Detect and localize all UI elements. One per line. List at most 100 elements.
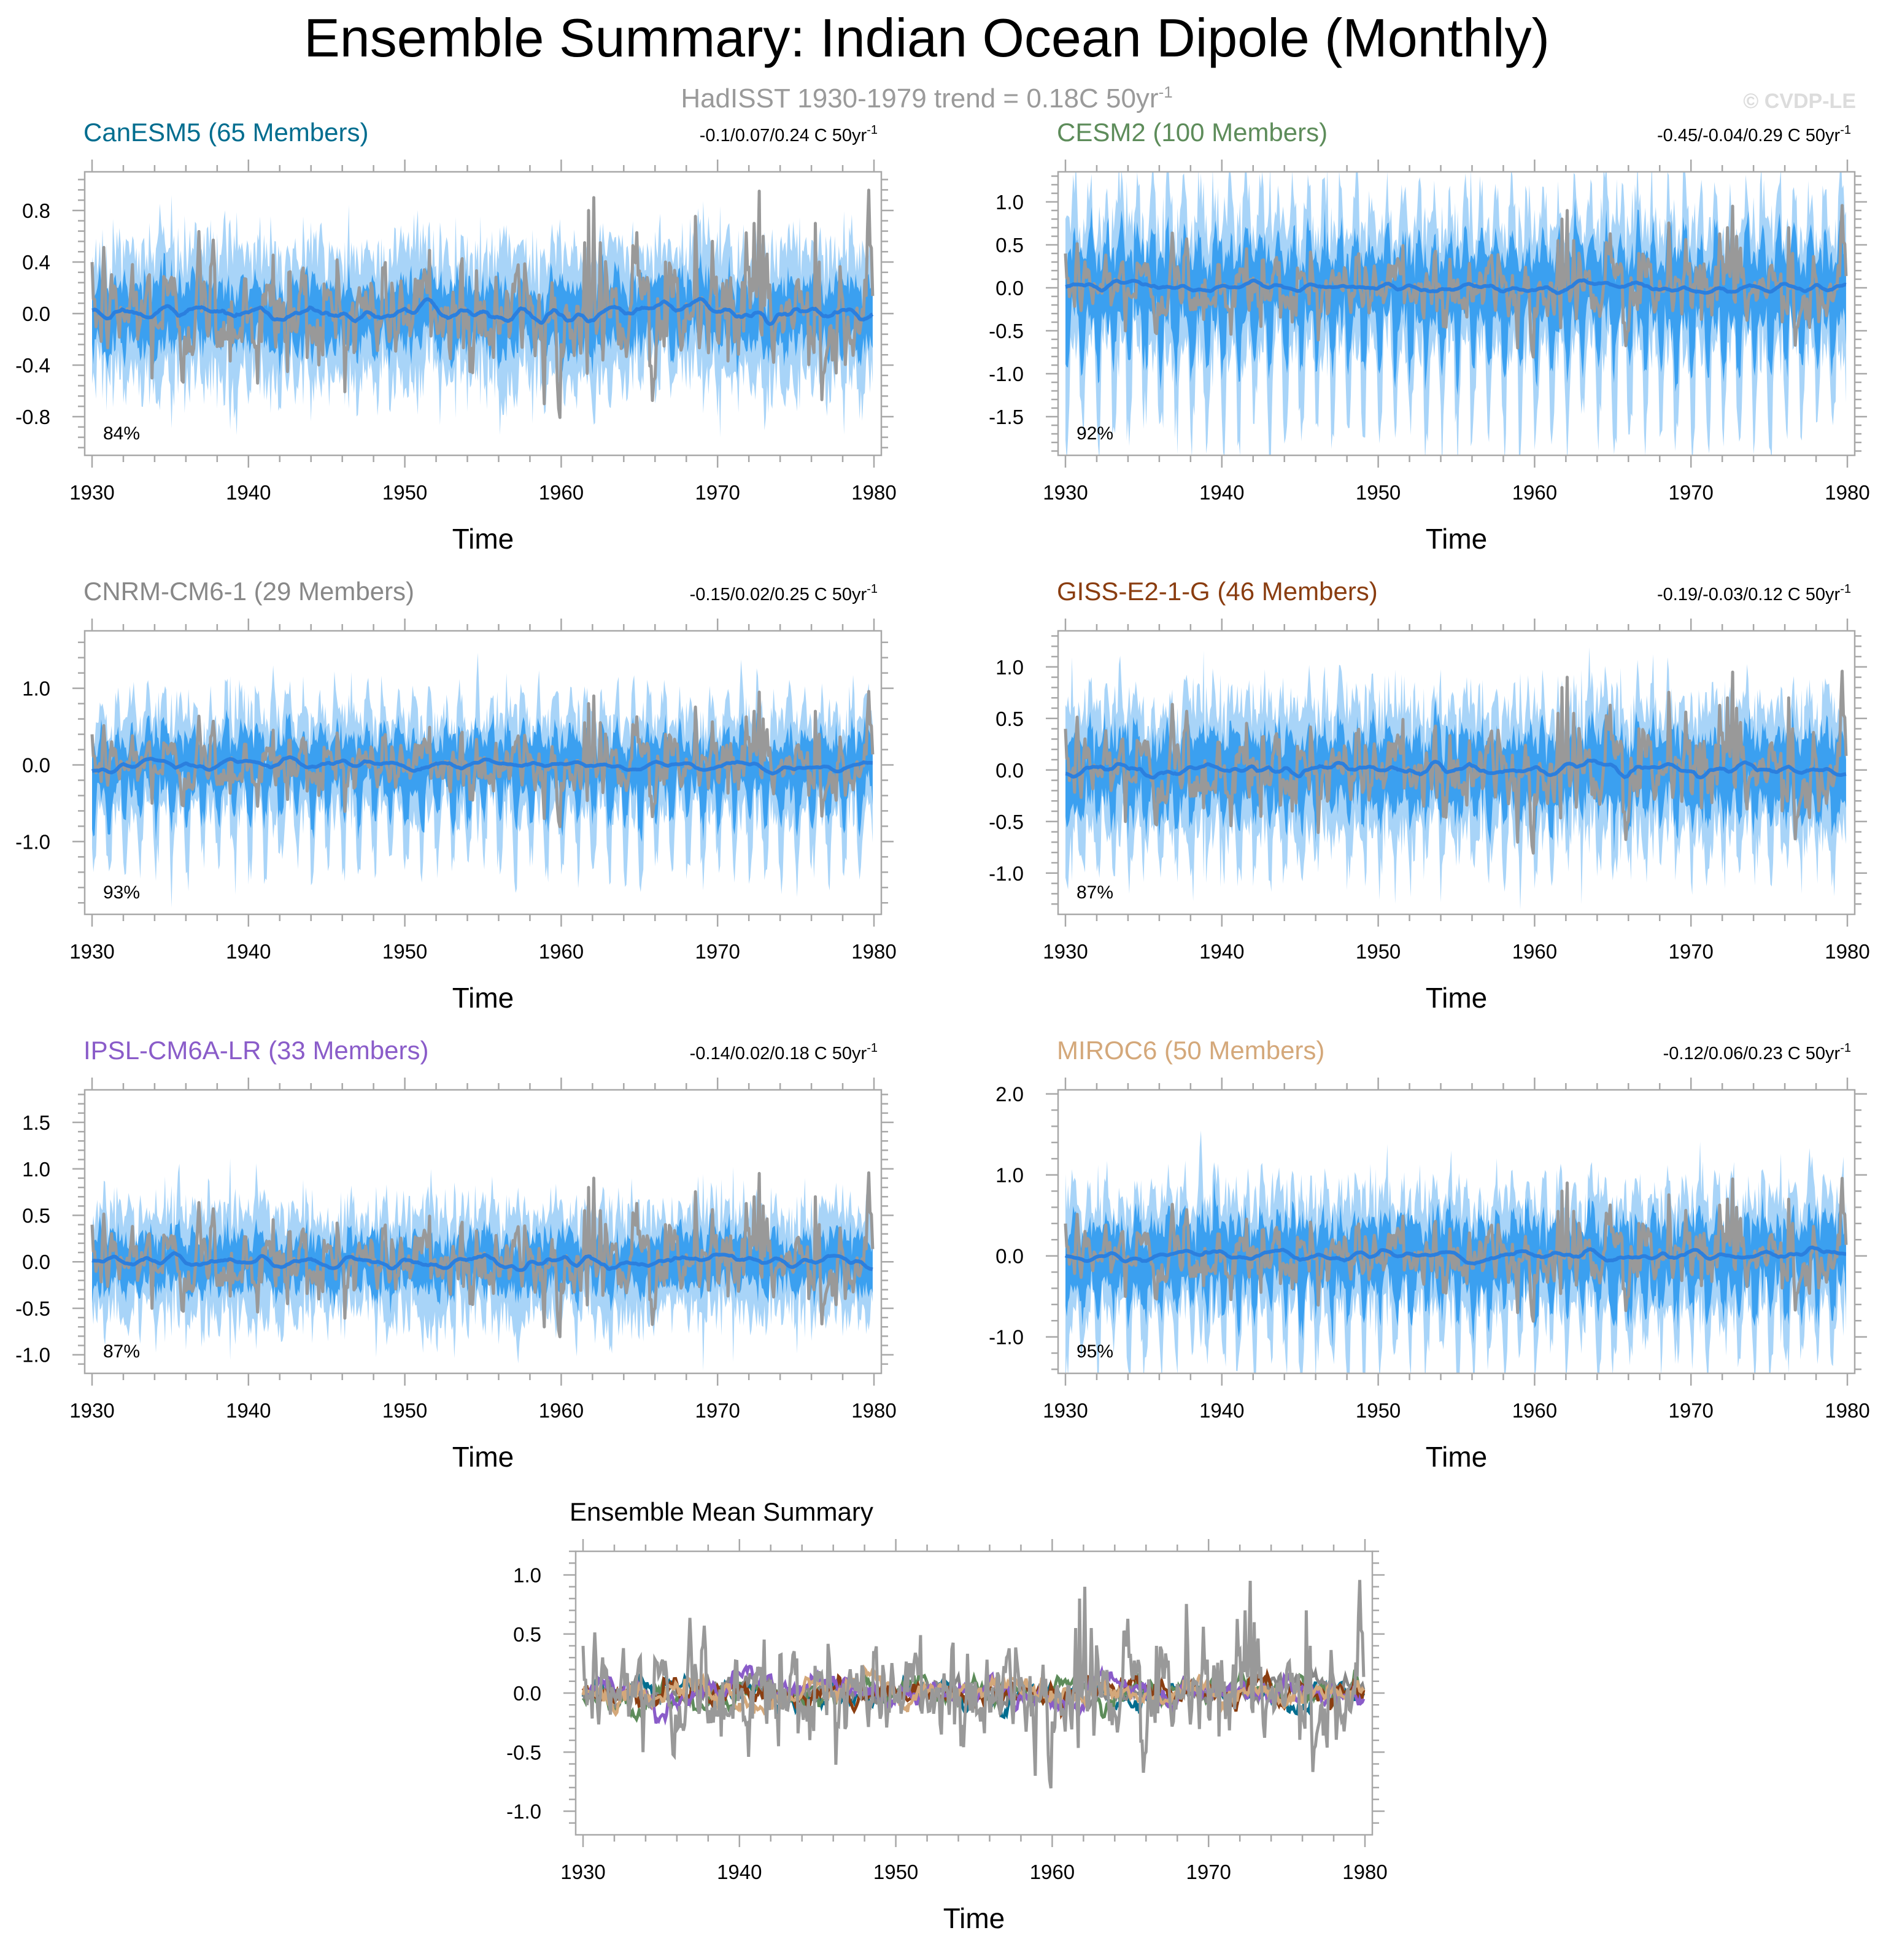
observations-line bbox=[1064, 1176, 1848, 1323]
y-tick-label: 0.0 bbox=[22, 303, 50, 325]
y-tick-label: -1.0 bbox=[989, 363, 1024, 385]
plot-frame bbox=[83, 1089, 883, 1375]
x-tick-label: 1930 bbox=[1043, 940, 1088, 963]
ensemble-mean-line bbox=[1064, 1245, 1846, 1266]
x-tick-label: 1940 bbox=[717, 1861, 762, 1883]
x-tick-label: 1940 bbox=[226, 1399, 271, 1422]
y-tick-label: -1.0 bbox=[989, 1326, 1024, 1349]
x-tick-label: 1930 bbox=[1043, 481, 1088, 504]
y-tick-label: -1.0 bbox=[506, 1800, 541, 1823]
x-tick-label: 1960 bbox=[1512, 1399, 1557, 1422]
plot-area bbox=[1064, 172, 1848, 455]
x-tick-label: 1960 bbox=[539, 481, 584, 504]
x-tick-label: 1960 bbox=[1030, 1861, 1075, 1883]
x-tick-label: 1970 bbox=[1668, 481, 1713, 504]
x-tick-label: 1960 bbox=[1512, 940, 1557, 963]
y-tick-label: 1.0 bbox=[995, 191, 1024, 214]
panel-miroc6: 1930 1940 1950 1960 1970 1980 Time 2.0 1.0 0.0 -1.… bbox=[989, 1036, 1870, 1473]
percent-label: 93% bbox=[103, 882, 140, 903]
panel-cnrm: 1930 1940 1950 1960 1970 1980 Time 1.0 0.0 -1.0 CN… bbox=[15, 577, 897, 1014]
watermark: © CVDP-LE bbox=[1743, 90, 1856, 113]
panel-title: CESM2 (100 Members) bbox=[1057, 118, 1328, 147]
x-tick-label: 1950 bbox=[1356, 940, 1401, 963]
y-tick-label: 0.5 bbox=[22, 1204, 50, 1227]
y-tick-label: -0.5 bbox=[989, 320, 1024, 342]
panel-cesm2: 1930 1940 1950 1960 1970 1980 Time 1.0 0.5 0.0 -0.… bbox=[989, 118, 1870, 555]
y-tick-label: 0.0 bbox=[513, 1682, 541, 1705]
y-tick-label: 1.5 bbox=[22, 1111, 50, 1134]
observations-line bbox=[1064, 204, 1848, 359]
y-tick-label: 0.0 bbox=[995, 1245, 1024, 1268]
y-tick-label: 0.4 bbox=[22, 251, 50, 274]
percent-label: 87% bbox=[1076, 882, 1113, 903]
panels: 1930 1940 1950 1960 1970 1980 Time 0.8 0.4 0.0 -0.… bbox=[15, 118, 1870, 1934]
x-axis-label: Time bbox=[1426, 1441, 1488, 1473]
x-tick-label: 1980 bbox=[1825, 1399, 1869, 1422]
trend-range-text: -0.19/-0.03/0.12 C 50yr-1 bbox=[1657, 582, 1851, 604]
percent-label: 84% bbox=[103, 423, 140, 444]
x-tick-label: 1970 bbox=[1668, 1399, 1713, 1422]
x-tick-label: 1970 bbox=[695, 1399, 740, 1422]
x-tick-label: 1930 bbox=[69, 940, 114, 963]
y-tick-label: -0.5 bbox=[989, 811, 1024, 833]
y-tick-label: -0.5 bbox=[15, 1297, 50, 1320]
x-tick-label: 1940 bbox=[226, 940, 271, 963]
observations-line bbox=[581, 1580, 1366, 1789]
x-tick-label: 1940 bbox=[1199, 940, 1244, 963]
y-tick-label: 0.5 bbox=[513, 1623, 541, 1646]
percent-label: 95% bbox=[1076, 1341, 1113, 1362]
x-tick-label: 1950 bbox=[382, 940, 427, 963]
panel-title: Ensemble Mean Summary bbox=[570, 1497, 873, 1526]
y-tick-label: 0.8 bbox=[22, 199, 50, 222]
panel-title: GISS-E2-1-G (46 Members) bbox=[1057, 577, 1378, 606]
plot-area bbox=[90, 188, 875, 438]
x-tick-label: 1940 bbox=[1199, 481, 1244, 504]
x-tick-label: 1980 bbox=[851, 481, 896, 504]
plot-area bbox=[581, 1580, 1366, 1789]
y-tick-label: 0.0 bbox=[995, 759, 1024, 782]
x-tick-label: 1970 bbox=[1668, 940, 1713, 963]
x-axis-label: Time bbox=[1426, 982, 1488, 1014]
x-tick-label: 1980 bbox=[851, 940, 896, 963]
panel-giss: 1930 1940 1950 1960 1970 1980 Time 1.0 0.5 0.0 -0.… bbox=[989, 577, 1870, 1014]
ensemble-mean-line bbox=[91, 755, 873, 776]
y-tick-label: 1.0 bbox=[22, 1158, 50, 1181]
plot-frame bbox=[1057, 1089, 1856, 1375]
observations-line bbox=[90, 1171, 875, 1338]
plot-area bbox=[1064, 647, 1848, 910]
y-tick-label: -0.8 bbox=[15, 406, 50, 428]
x-tick-label: 1950 bbox=[1356, 1399, 1401, 1422]
panel-title: IPSL-CM6A-LR (33 Members) bbox=[83, 1036, 428, 1065]
figure-title: Ensemble Summary: Indian Ocean Dipole (M… bbox=[304, 7, 1550, 68]
plot-frame bbox=[1057, 630, 1856, 916]
x-tick-label: 1960 bbox=[539, 1399, 584, 1422]
y-tick-label: 1.0 bbox=[22, 677, 50, 700]
x-tick-label: 1980 bbox=[1825, 481, 1869, 504]
x-tick-label: 1950 bbox=[1356, 481, 1401, 504]
x-tick-label: 1970 bbox=[695, 481, 740, 504]
plot-area bbox=[90, 652, 875, 908]
plot-area bbox=[90, 1158, 875, 1371]
plot-area bbox=[1064, 1130, 1848, 1373]
x-tick-label: 1930 bbox=[69, 1399, 114, 1422]
y-tick-label: 0.5 bbox=[995, 234, 1024, 257]
x-tick-label: 1970 bbox=[1186, 1861, 1231, 1883]
x-tick-label: 1940 bbox=[1199, 1399, 1244, 1422]
x-tick-label: 1980 bbox=[851, 1399, 896, 1422]
x-tick-label: 1970 bbox=[695, 940, 740, 963]
x-tick-label: 1950 bbox=[382, 481, 427, 504]
observations-line bbox=[1064, 669, 1848, 855]
y-tick-label: 1.0 bbox=[995, 1164, 1024, 1187]
y-tick-label: -0.4 bbox=[15, 354, 50, 377]
plot-frame bbox=[83, 630, 883, 916]
y-tick-label: 0.0 bbox=[22, 754, 50, 777]
ensemble-mean-line bbox=[1065, 278, 1847, 295]
trend-range-text: -0.14/0.02/0.18 C 50yr-1 bbox=[690, 1041, 878, 1063]
trend-range-text: -0.45/-0.04/0.29 C 50yr-1 bbox=[1657, 123, 1851, 145]
y-tick-label: -1.0 bbox=[15, 830, 50, 853]
x-axis-label: Time bbox=[943, 1902, 1005, 1934]
x-tick-label: 1960 bbox=[539, 940, 584, 963]
x-axis-label: Time bbox=[452, 523, 514, 555]
y-tick-label: 0.0 bbox=[995, 277, 1024, 299]
